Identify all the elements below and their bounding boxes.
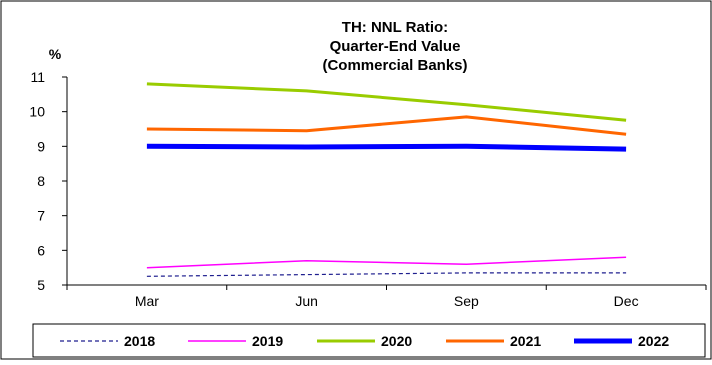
x-axis-ticks: Mar Jun Sep Dec [66, 285, 707, 309]
series-line-2022 [146, 143, 627, 152]
y-axis-ticks: 5 6 7 8 9 10 11 [29, 69, 67, 293]
x-tick-label: Jun [295, 293, 318, 309]
series-line-2018 [146, 272, 627, 277]
x-tick-label: Sep [454, 293, 479, 309]
legend-label-2022: 2022 [638, 333, 669, 349]
chart-title-line-2: Quarter-End Value [330, 38, 461, 55]
legend-label-2020: 2020 [381, 333, 412, 349]
chart-title-line-1: TH: NNL Ratio: [342, 19, 448, 36]
y-tick-label: 9 [37, 138, 45, 154]
legend-label-2019: 2019 [252, 333, 283, 349]
series-lines [146, 82, 627, 277]
legend-label-2021: 2021 [510, 333, 541, 349]
x-tick-label: Dec [614, 293, 639, 309]
y-axis-unit-label: % [49, 46, 62, 62]
series-line-2019 [146, 256, 627, 269]
chart-title-line-3: (Commercial Banks) [322, 57, 467, 74]
y-tick-label: 6 [37, 242, 45, 258]
y-tick-label: 11 [30, 69, 45, 85]
x-tick-label: Mar [135, 293, 159, 309]
y-tick-label: 8 [37, 173, 45, 189]
series-line-2021 [146, 115, 627, 136]
y-tick-label: 10 [29, 104, 45, 120]
legend-items: 2018 2019 2020 2021 2022 [60, 333, 669, 349]
legend-label-2018: 2018 [124, 333, 155, 349]
y-tick-label: 5 [37, 277, 45, 293]
series-line-2020 [146, 82, 627, 122]
y-tick-label: 7 [37, 208, 45, 224]
